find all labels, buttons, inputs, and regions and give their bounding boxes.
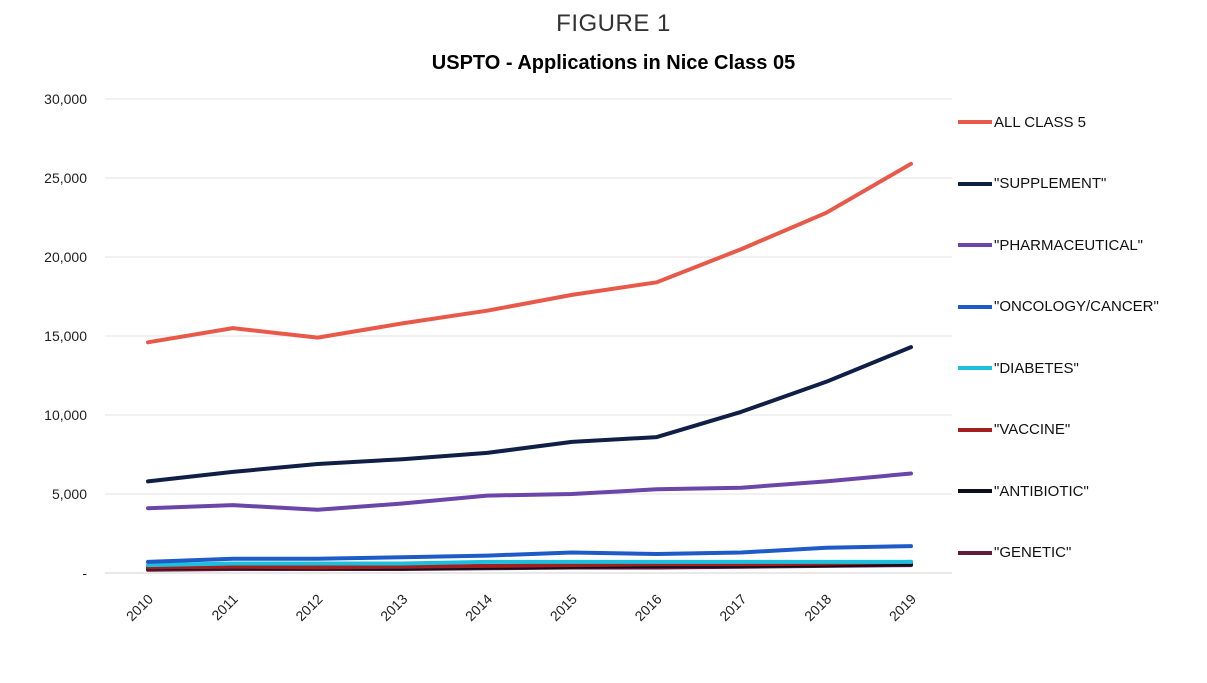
x-tick-label: 2018 [801, 591, 834, 624]
series-line-oncology-cancer [146, 544, 913, 564]
y-tick-label: 25,000 [44, 170, 87, 186]
x-tick-label: 2016 [631, 591, 664, 624]
y-tick-label: - [82, 565, 87, 581]
legend-label: "ONCOLOGY/CANCER" [994, 298, 1159, 315]
legend-swatch [958, 366, 992, 370]
y-tick-label: 5,000 [52, 486, 87, 502]
x-tick-label: 2013 [377, 591, 410, 624]
legend-label: "GENETIC" [994, 544, 1072, 561]
legend-label: "VACCINE" [994, 421, 1071, 438]
legend-item-pharmaceutical: "PHARMACEUTICAL" [958, 233, 1207, 257]
x-tick-label: 2015 [547, 591, 580, 624]
x-tick-label: 2012 [292, 591, 325, 624]
legend-swatch [958, 550, 992, 555]
series-line-diabetes [146, 559, 913, 568]
y-tick-label: 10,000 [44, 407, 87, 423]
series-line-supplement [146, 345, 913, 484]
legend-label: "PHARMACEUTICAL" [994, 236, 1144, 254]
series-line-pharmaceutical [146, 471, 913, 512]
x-tick-label: 2017 [716, 591, 749, 624]
y-tick-label: 30,000 [44, 91, 87, 107]
legend-label: "DIABETES" [994, 359, 1079, 377]
legend-swatch [958, 427, 992, 432]
legend-item-genetic: "GENETIC" [958, 541, 1207, 565]
series-lines [146, 161, 913, 572]
x-axis-ticks: 2010 2011 2012 2013 2014 2015 2016 2017 2018 2019 [123, 591, 919, 624]
legend-item-supplement: "SUPPLEMENT" [958, 172, 1207, 196]
x-tick-label: 2010 [123, 591, 156, 624]
legend-swatch [958, 243, 992, 247]
legend-swatch [958, 181, 992, 186]
legend-swatch [958, 489, 992, 493]
legend-swatch [958, 304, 992, 309]
legend-item-diabetes: "DIABETES" [958, 356, 1207, 380]
y-tick-label: 15,000 [44, 328, 87, 344]
x-tick-label: 2014 [462, 591, 495, 624]
legend-label: "ANTIBIOTIC" [994, 482, 1089, 500]
x-tick-label: 2019 [886, 591, 919, 624]
legend-swatch [958, 120, 992, 124]
x-tick-label: 2011 [208, 591, 241, 624]
y-axis-ticks: - 5,000 10,000 15,000 20,000 25,000 30,000 [44, 91, 87, 581]
figure-label: FIGURE 1 [556, 10, 671, 37]
legend-label: "SUPPLEMENT" [994, 175, 1107, 192]
legend-item-antibiotic: "ANTIBIOTIC" [958, 479, 1207, 503]
y-tick-label: 20,000 [44, 249, 87, 265]
legend-item-oncology-cancer: "ONCOLOGY/CANCER" [958, 295, 1207, 319]
legend-item-vaccine: "VACCINE" [958, 418, 1207, 442]
gridlines [105, 98, 952, 574]
chart-title: USPTO - Applications in Nice Class 05 [431, 52, 796, 74]
legend-label: ALL CLASS 5 [994, 113, 1086, 131]
series-line-all-class-5 [146, 161, 913, 345]
legend-item-all-class-5: ALL CLASS 5 [958, 110, 1207, 134]
